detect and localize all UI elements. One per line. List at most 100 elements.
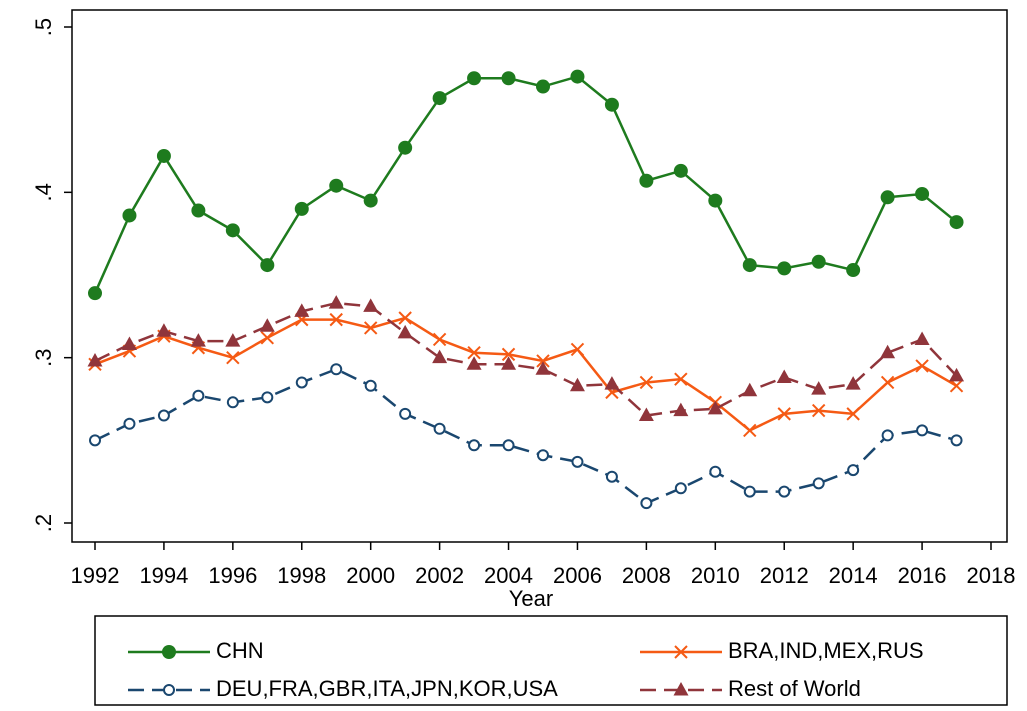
marker xyxy=(87,352,103,367)
marker xyxy=(708,193,723,208)
marker xyxy=(156,148,171,163)
marker xyxy=(674,372,688,386)
marker xyxy=(914,331,930,345)
marker xyxy=(949,367,965,382)
marker xyxy=(674,482,687,495)
marker xyxy=(776,369,792,384)
legend-label: Rest of World xyxy=(728,676,861,701)
marker xyxy=(398,311,412,325)
x-tick-label: 2006 xyxy=(553,563,602,588)
y-tick-label: .5 xyxy=(31,18,56,36)
marker xyxy=(639,173,654,188)
marker xyxy=(226,396,239,409)
marker xyxy=(673,163,688,178)
marker xyxy=(537,449,549,462)
marker xyxy=(294,201,309,216)
marker xyxy=(777,407,791,421)
marker xyxy=(363,298,379,312)
marker xyxy=(363,193,378,208)
marker xyxy=(89,434,101,447)
marker xyxy=(398,140,413,155)
plot-frame xyxy=(71,9,1008,543)
marker xyxy=(535,361,551,375)
marker xyxy=(949,215,964,230)
marker xyxy=(811,403,826,418)
marker xyxy=(639,375,654,390)
marker xyxy=(329,178,344,193)
marker xyxy=(121,336,137,350)
marker xyxy=(880,375,895,390)
marker xyxy=(846,407,860,421)
x-tick-label: 1994 xyxy=(139,563,188,588)
marker xyxy=(638,407,654,422)
y-tick-label: .2 xyxy=(31,514,56,532)
marker xyxy=(570,69,585,84)
marker xyxy=(330,363,343,376)
marker xyxy=(536,354,550,368)
marker xyxy=(949,379,964,393)
marker xyxy=(501,71,516,86)
x-axis-title: Year xyxy=(509,586,553,611)
marker xyxy=(432,332,447,347)
marker xyxy=(570,342,585,357)
marker xyxy=(778,485,791,498)
marker xyxy=(501,347,516,362)
marker xyxy=(915,186,930,201)
series-line xyxy=(93,75,958,294)
marker xyxy=(571,455,584,468)
x-tick-label: 2002 xyxy=(415,563,464,588)
marker xyxy=(743,485,756,498)
marker xyxy=(673,402,689,417)
marker xyxy=(466,356,482,370)
series-line xyxy=(94,301,958,417)
legend-label: BRA,IND,MEX,RUS xyxy=(728,638,924,663)
marker xyxy=(604,97,619,112)
x-tick-label: 2004 xyxy=(484,563,533,588)
marker xyxy=(364,379,377,392)
x-tick-label: 2000 xyxy=(346,563,395,588)
legend-marker xyxy=(673,682,689,696)
marker xyxy=(123,417,136,430)
marker xyxy=(468,439,481,452)
marker xyxy=(260,258,275,273)
marker xyxy=(259,318,275,332)
marker xyxy=(226,350,240,365)
legend-label: DEU,FRA,GBR,ITA,JPN,KOR,USA xyxy=(216,676,558,701)
marker xyxy=(157,409,170,422)
x-tick-label: 2010 xyxy=(691,563,740,588)
marker xyxy=(742,382,758,397)
marker xyxy=(294,303,310,317)
marker xyxy=(501,356,517,370)
marker xyxy=(881,429,894,442)
marker xyxy=(261,391,274,404)
marker xyxy=(260,331,275,345)
marker xyxy=(777,261,792,276)
y-tick-label: .4 xyxy=(31,183,56,201)
series-line xyxy=(94,316,958,432)
x-tick-label: 2018 xyxy=(967,563,1016,588)
x-tick-label: 1996 xyxy=(208,563,257,588)
marker xyxy=(640,497,653,510)
marker xyxy=(846,263,861,278)
marker xyxy=(295,376,308,389)
marker xyxy=(329,312,343,327)
marker xyxy=(397,324,413,339)
legend-marker xyxy=(674,645,688,659)
marker xyxy=(915,359,929,373)
x-tick-label: 2014 xyxy=(829,563,878,588)
legend-marker xyxy=(162,645,176,659)
marker xyxy=(467,345,481,360)
marker xyxy=(880,190,895,205)
legend-label: CHN xyxy=(216,638,264,663)
marker xyxy=(433,422,446,435)
marker xyxy=(399,407,412,420)
x-tick-label: 2012 xyxy=(760,563,809,588)
marker xyxy=(192,389,205,402)
x-tick-label: 1998 xyxy=(277,563,326,588)
marker xyxy=(743,423,757,438)
legend-box xyxy=(94,615,1008,706)
marker xyxy=(432,349,448,364)
marker xyxy=(916,424,929,437)
marker xyxy=(122,208,137,223)
marker xyxy=(225,333,241,347)
